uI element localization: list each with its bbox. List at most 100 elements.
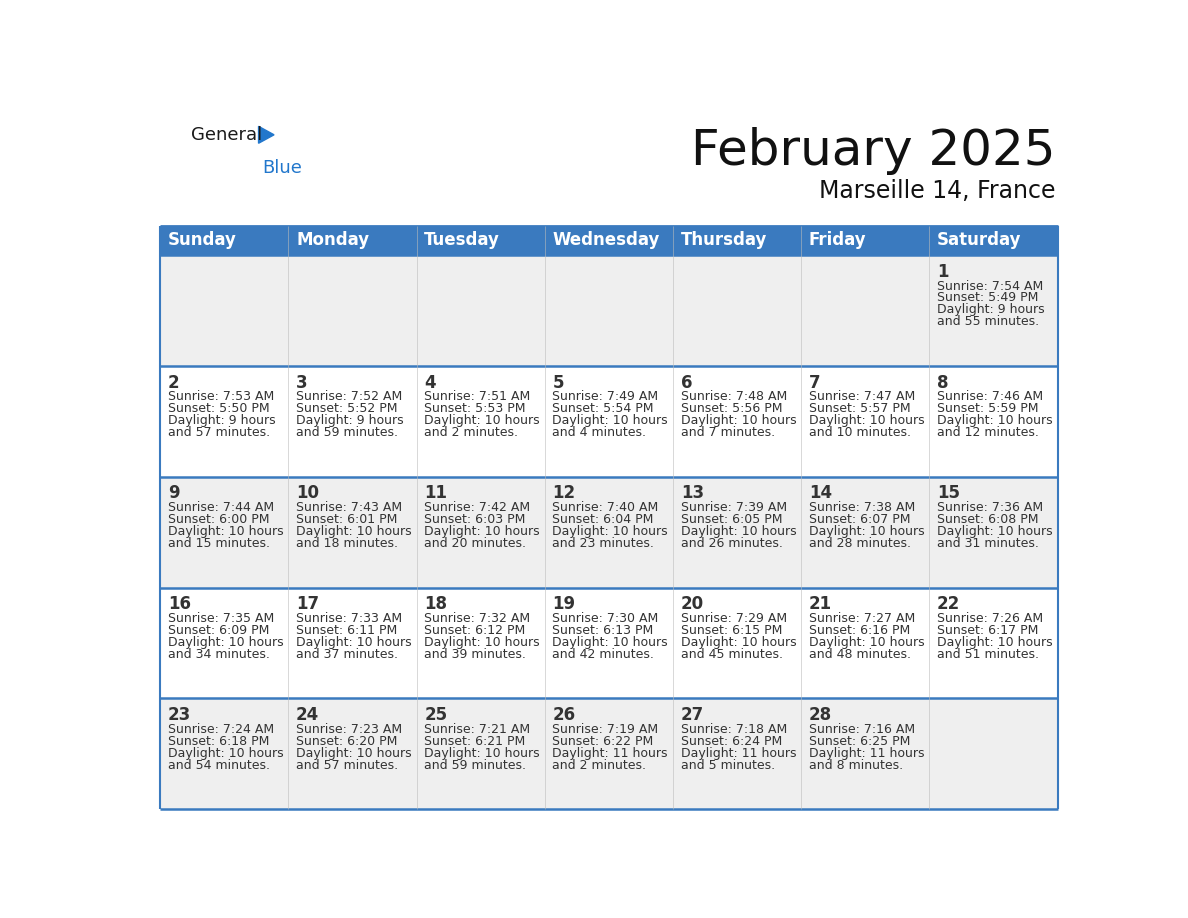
Text: Sunrise: 7:35 AM: Sunrise: 7:35 AM [168,612,274,625]
Text: and 20 minutes.: and 20 minutes. [424,537,526,550]
Text: Sunset: 5:56 PM: Sunset: 5:56 PM [681,402,782,415]
Bar [929,699,1057,810]
Text: Saturday: Saturday [937,231,1022,250]
Text: Sunrise: 7:26 AM: Sunrise: 7:26 AM [937,612,1043,625]
Text: Sunset: 6:11 PM: Sunset: 6:11 PM [296,624,397,637]
Text: Daylight: 11 hours: Daylight: 11 hours [809,747,924,760]
Text: Monday: Monday [296,231,369,250]
Text: Sunrise: 7:38 AM: Sunrise: 7:38 AM [809,501,915,514]
Text: Daylight: 10 hours: Daylight: 10 hours [552,525,668,538]
Text: 11: 11 [424,485,448,502]
Text: and 15 minutes.: and 15 minutes. [168,537,270,550]
Text: Daylight: 10 hours: Daylight: 10 hours [168,636,284,649]
Bar [672,255,801,365]
Text: Daylight: 10 hours: Daylight: 10 hours [681,525,796,538]
Text: Sunset: 6:20 PM: Sunset: 6:20 PM [296,735,398,748]
Text: Sunrise: 7:53 AM: Sunrise: 7:53 AM [168,390,274,403]
Text: Sunrise: 7:18 AM: Sunrise: 7:18 AM [681,723,786,736]
Text: 7: 7 [809,374,821,391]
Text: 9: 9 [168,485,179,502]
Text: 2: 2 [168,374,179,391]
Text: 24: 24 [296,706,320,724]
Text: February 2025: February 2025 [690,127,1055,175]
Text: Sunrise: 7:51 AM: Sunrise: 7:51 AM [424,390,531,403]
Text: Sunset: 6:18 PM: Sunset: 6:18 PM [168,735,270,748]
Bar [801,365,929,476]
Bar [545,588,672,699]
Text: and 7 minutes.: and 7 minutes. [681,426,775,439]
Text: and 8 minutes.: and 8 minutes. [809,759,903,772]
Text: 14: 14 [809,485,832,502]
Text: Sunset: 6:07 PM: Sunset: 6:07 PM [809,513,910,526]
Text: Daylight: 10 hours: Daylight: 10 hours [424,747,539,760]
Text: 12: 12 [552,485,576,502]
Text: Daylight: 10 hours: Daylight: 10 hours [424,414,539,427]
Text: Sunset: 6:04 PM: Sunset: 6:04 PM [552,513,653,526]
Text: Sunset: 5:57 PM: Sunset: 5:57 PM [809,402,910,415]
Text: Daylight: 10 hours: Daylight: 10 hours [552,414,668,427]
Text: Sunset: 6:05 PM: Sunset: 6:05 PM [681,513,782,526]
Text: and 34 minutes.: and 34 minutes. [168,648,270,661]
Bar [545,476,672,588]
Text: Daylight: 10 hours: Daylight: 10 hours [168,525,284,538]
Text: 21: 21 [809,595,832,613]
Bar [929,476,1057,588]
Text: Sunset: 6:24 PM: Sunset: 6:24 PM [681,735,782,748]
Text: Sunrise: 7:27 AM: Sunrise: 7:27 AM [809,612,915,625]
Text: Sunrise: 7:23 AM: Sunrise: 7:23 AM [296,723,403,736]
Text: Sunset: 6:03 PM: Sunset: 6:03 PM [424,513,525,526]
Text: Sunset: 6:21 PM: Sunset: 6:21 PM [424,735,525,748]
Text: Tuesday: Tuesday [424,231,500,250]
Text: Sunset: 6:17 PM: Sunset: 6:17 PM [937,624,1038,637]
Text: and 28 minutes.: and 28 minutes. [809,537,911,550]
Text: Daylight: 10 hours: Daylight: 10 hours [937,636,1053,649]
Text: Sunrise: 7:52 AM: Sunrise: 7:52 AM [296,390,403,403]
Bar [160,476,289,588]
Text: Sunrise: 7:49 AM: Sunrise: 7:49 AM [552,390,658,403]
Bar [417,588,545,699]
Text: Sunset: 6:13 PM: Sunset: 6:13 PM [552,624,653,637]
Text: Sunrise: 7:48 AM: Sunrise: 7:48 AM [681,390,786,403]
Text: Sunrise: 7:21 AM: Sunrise: 7:21 AM [424,723,530,736]
Bar [672,476,801,588]
Text: 10: 10 [296,485,320,502]
Text: Blue: Blue [263,159,302,177]
Text: Daylight: 11 hours: Daylight: 11 hours [681,747,796,760]
Text: and 12 minutes.: and 12 minutes. [937,426,1040,439]
Text: Sunrise: 7:36 AM: Sunrise: 7:36 AM [937,501,1043,514]
Bar [417,365,545,476]
Bar [160,699,289,810]
Bar [672,699,801,810]
Text: Sunrise: 7:30 AM: Sunrise: 7:30 AM [552,612,659,625]
Text: Sunset: 6:00 PM: Sunset: 6:00 PM [168,513,270,526]
Text: 18: 18 [424,595,448,613]
Text: Sunrise: 7:29 AM: Sunrise: 7:29 AM [681,612,786,625]
Text: and 4 minutes.: and 4 minutes. [552,426,646,439]
Text: Daylight: 10 hours: Daylight: 10 hours [168,747,284,760]
Text: Sunrise: 7:32 AM: Sunrise: 7:32 AM [424,612,530,625]
Bar [289,699,417,810]
Text: and 31 minutes.: and 31 minutes. [937,537,1040,550]
Text: and 2 minutes.: and 2 minutes. [552,759,646,772]
Bar [417,476,545,588]
Text: Sunrise: 7:47 AM: Sunrise: 7:47 AM [809,390,915,403]
Bar [929,365,1057,476]
Text: Daylight: 10 hours: Daylight: 10 hours [424,525,539,538]
Text: Sunrise: 7:46 AM: Sunrise: 7:46 AM [937,390,1043,403]
Bar [672,588,801,699]
Text: Sunset: 6:22 PM: Sunset: 6:22 PM [552,735,653,748]
Text: Sunset: 6:12 PM: Sunset: 6:12 PM [424,624,525,637]
Text: Thursday: Thursday [681,231,767,250]
Text: Daylight: 10 hours: Daylight: 10 hours [681,636,796,649]
Text: and 18 minutes.: and 18 minutes. [296,537,398,550]
Text: Daylight: 10 hours: Daylight: 10 hours [296,525,412,538]
Text: 8: 8 [937,374,948,391]
Text: Sunday: Sunday [168,231,236,250]
Text: Sunset: 5:54 PM: Sunset: 5:54 PM [552,402,655,415]
Bar [801,476,929,588]
Text: 28: 28 [809,706,832,724]
Text: 6: 6 [681,374,693,391]
Text: Sunrise: 7:24 AM: Sunrise: 7:24 AM [168,723,274,736]
Text: and 26 minutes.: and 26 minutes. [681,537,783,550]
Bar [801,588,929,699]
